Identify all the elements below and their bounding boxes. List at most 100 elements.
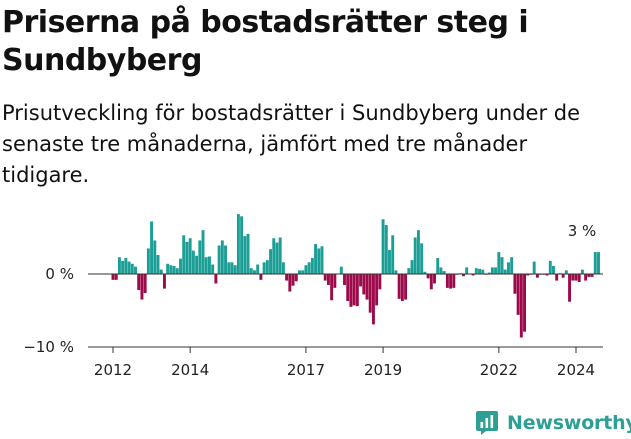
bar xyxy=(182,235,186,274)
bar xyxy=(461,274,465,277)
bar xyxy=(423,271,427,274)
bar xyxy=(179,258,182,274)
bar xyxy=(140,274,144,300)
bar xyxy=(130,263,134,274)
bar xyxy=(246,233,250,274)
bar xyxy=(243,236,247,274)
bar xyxy=(568,274,572,302)
bar xyxy=(535,274,539,278)
bar xyxy=(285,274,289,281)
y-tick-label: 0 % xyxy=(45,265,74,283)
bar xyxy=(452,274,456,288)
bar xyxy=(487,272,491,274)
bar xyxy=(584,274,588,281)
bar xyxy=(230,262,234,274)
bar xyxy=(153,240,157,274)
bar xyxy=(204,257,208,274)
bar xyxy=(320,246,324,274)
bar xyxy=(259,274,263,280)
bar xyxy=(433,274,436,284)
bar xyxy=(330,274,334,301)
bar xyxy=(198,240,202,274)
latest-value-annotation: 3 % xyxy=(568,222,597,240)
bar xyxy=(577,274,581,283)
bar xyxy=(301,270,305,274)
bar xyxy=(510,257,514,274)
bar xyxy=(278,237,282,274)
bar xyxy=(561,274,565,278)
chart-subtitle: Prisutveckling för bostadsrätter i Sundb… xyxy=(2,101,581,187)
bar xyxy=(169,265,173,274)
bar xyxy=(368,274,372,313)
bar xyxy=(516,274,520,315)
bar xyxy=(384,225,388,274)
bar xyxy=(404,274,408,300)
bar xyxy=(497,252,501,274)
bar xyxy=(310,257,314,274)
bar xyxy=(269,249,272,274)
bar xyxy=(191,250,195,274)
bar xyxy=(400,274,404,302)
bar xyxy=(281,262,285,274)
bar xyxy=(571,274,575,281)
bar xyxy=(388,249,391,274)
bar xyxy=(343,274,346,285)
bar xyxy=(150,221,154,274)
bar xyxy=(426,274,430,279)
bar xyxy=(211,264,215,274)
bar xyxy=(375,274,379,306)
bar xyxy=(217,245,221,274)
bar xyxy=(304,265,308,274)
bar xyxy=(593,252,597,274)
bar xyxy=(272,238,276,274)
bar xyxy=(224,245,227,274)
bar xyxy=(208,256,211,274)
bar xyxy=(314,244,318,274)
chart-title: Priserna på bostadsrätter steg i Sundbyb… xyxy=(2,5,529,78)
bar xyxy=(580,269,584,274)
bar xyxy=(159,269,163,274)
bar xyxy=(143,274,147,293)
x-tick-label: 2024 xyxy=(557,361,595,379)
bar xyxy=(526,274,530,276)
bar xyxy=(429,274,433,290)
bar xyxy=(156,255,160,274)
bar xyxy=(564,270,568,274)
bar xyxy=(481,269,485,274)
bar xyxy=(291,274,295,286)
bar xyxy=(233,265,237,274)
bar xyxy=(114,274,118,280)
bar xyxy=(552,265,555,274)
bar xyxy=(195,255,199,274)
bar xyxy=(590,274,594,277)
bar xyxy=(519,274,523,338)
bar xyxy=(275,242,279,274)
bar xyxy=(436,257,440,274)
bar xyxy=(185,241,189,274)
bar xyxy=(378,274,382,290)
x-tick-label: 2017 xyxy=(287,361,325,379)
bar xyxy=(574,274,578,281)
bar xyxy=(262,262,266,274)
bar xyxy=(532,261,536,274)
bar xyxy=(253,270,256,274)
bar xyxy=(420,243,424,274)
bars-layer xyxy=(111,214,600,338)
bar xyxy=(587,274,591,277)
bar xyxy=(323,274,327,281)
x-tick-label: 2014 xyxy=(171,361,209,379)
bar xyxy=(333,274,337,288)
bar xyxy=(249,268,253,274)
bar xyxy=(214,274,218,284)
brand-name: Newsworthy xyxy=(507,412,631,434)
bar xyxy=(188,238,192,274)
bar xyxy=(465,267,469,274)
bar xyxy=(294,274,298,282)
y-tick-label: −10 % xyxy=(23,338,74,356)
bar xyxy=(410,260,414,274)
bar xyxy=(413,237,417,274)
bar xyxy=(227,262,231,274)
ticks-layer: 0 % −10 % 2012 2014 2017 2019 2022 2024 3 % xyxy=(23,222,596,379)
bar xyxy=(555,274,559,281)
bar xyxy=(359,274,363,287)
